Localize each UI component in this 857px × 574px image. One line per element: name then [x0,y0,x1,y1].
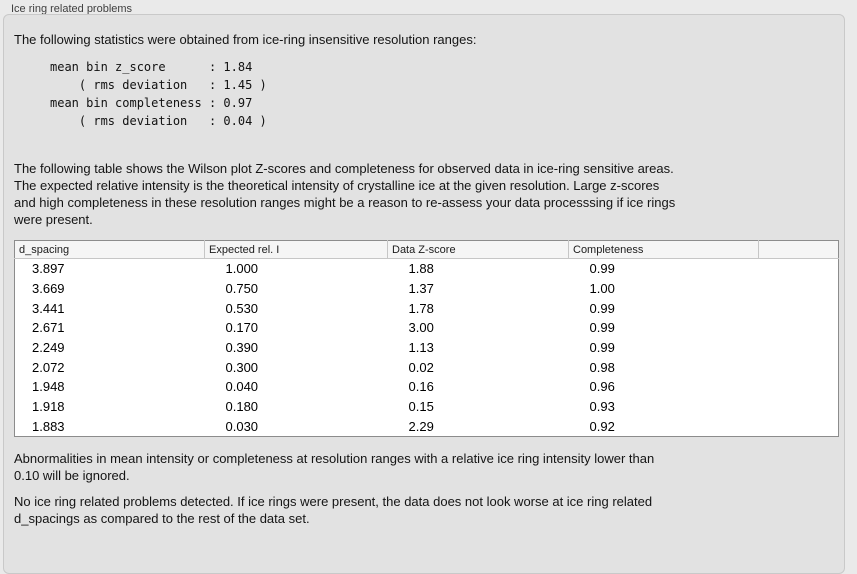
cell-spacer [759,298,839,318]
cell-d-spacing: 1.883 [32,418,65,434]
cell-d-spacing: 3.897 [32,261,65,277]
ice-ring-groupbox: The following statistics were obtained f… [3,14,845,574]
table-row[interactable]: 2.249 0.390 1.13 0.99 [15,338,839,358]
ignore-note-text: Abnormalities in mean intensity or compl… [14,451,655,484]
cell-spacer [759,377,839,397]
cell-d-spacing: 2.671 [32,320,65,336]
cell-d-spacing: 2.072 [32,359,65,375]
stats-intro-text: The following statistics were obtained f… [14,32,477,47]
cell-d-spacing: 3.669 [32,281,65,297]
cell-d-spacing: 1.948 [32,379,65,395]
cell-expected-rel-i: 0.530 [225,300,259,316]
groupbox-content: The following statistics were obtained f… [4,15,844,527]
cell-d-spacing: 3.441 [32,300,65,316]
column-header-spacer [758,240,839,259]
column-header-data-z-score[interactable]: Data Z-score [387,240,569,259]
cell-data-z-score: 0.02 [408,359,434,375]
cell-completeness: 0.99 [589,320,615,336]
conclusion-text: No ice ring related problems detected. I… [14,494,653,527]
cell-spacer [759,338,839,358]
table-row[interactable]: 1.918 0.180 0.15 0.93 [15,397,839,417]
cell-expected-rel-i: 0.040 [225,379,259,395]
cell-completeness: 1.00 [589,281,615,297]
table-row[interactable]: 2.671 0.170 3.00 0.99 [15,318,839,338]
cell-completeness: 0.98 [589,359,615,375]
cell-data-z-score: 1.37 [408,281,434,297]
cell-spacer [759,318,839,338]
cell-expected-rel-i: 0.180 [225,399,259,415]
cell-d-spacing: 2.249 [32,340,65,356]
cell-spacer [759,417,839,437]
cell-completeness: 0.92 [589,418,615,434]
cell-data-z-score: 1.13 [408,340,434,356]
table-intro-text: The following table shows the Wilson plo… [14,161,676,227]
cell-expected-rel-i: 0.030 [225,418,259,434]
cell-expected-rel-i: 0.750 [225,281,259,297]
cell-spacer [759,259,839,279]
cell-spacer [759,397,839,417]
cell-expected-rel-i: 0.170 [225,320,259,336]
stats-monospace-block: mean bin z_score : 1.84 ( rms deviation … [50,60,267,128]
table-row[interactable]: 3.669 0.750 1.37 1.00 [15,279,839,299]
table-row[interactable]: 3.897 1.000 1.88 0.99 [15,259,839,279]
panel-title: Ice ring related problems [11,3,133,15]
column-header-expected-rel-i[interactable]: Expected rel. I [204,240,388,259]
cell-d-spacing: 1.918 [32,399,65,415]
cell-data-z-score: 0.16 [408,379,434,395]
cell-completeness: 0.99 [589,261,615,277]
cell-expected-rel-i: 1.000 [225,261,259,277]
cell-data-z-score: 3.00 [408,320,434,336]
table-row[interactable]: 1.948 0.040 0.16 0.96 [15,377,839,397]
cell-data-z-score: 1.78 [408,300,434,316]
cell-completeness: 0.99 [589,300,615,316]
column-header-d-spacing[interactable]: d_spacing [14,240,205,259]
cell-expected-rel-i: 0.390 [225,340,259,356]
cell-expected-rel-i: 0.300 [225,359,259,375]
cell-completeness: 0.99 [589,340,615,356]
column-header-completeness[interactable]: Completeness [568,240,759,259]
table-row[interactable]: 1.883 0.030 2.29 0.92 [15,417,839,437]
cell-spacer [759,357,839,377]
table-row[interactable]: 2.072 0.300 0.02 0.98 [15,357,839,377]
cell-completeness: 0.96 [589,379,615,395]
table-header-row: d_spacing Expected rel. I Data Z-score C… [14,240,839,259]
cell-data-z-score: 0.15 [408,399,434,415]
cell-completeness: 0.93 [589,399,615,415]
cell-data-z-score: 2.29 [408,418,434,434]
ice-ring-table: d_spacing Expected rel. I Data Z-score C… [14,240,839,438]
cell-spacer [759,279,839,299]
table-row[interactable]: 3.441 0.530 1.78 0.99 [15,298,839,318]
cell-data-z-score: 1.88 [408,261,434,277]
